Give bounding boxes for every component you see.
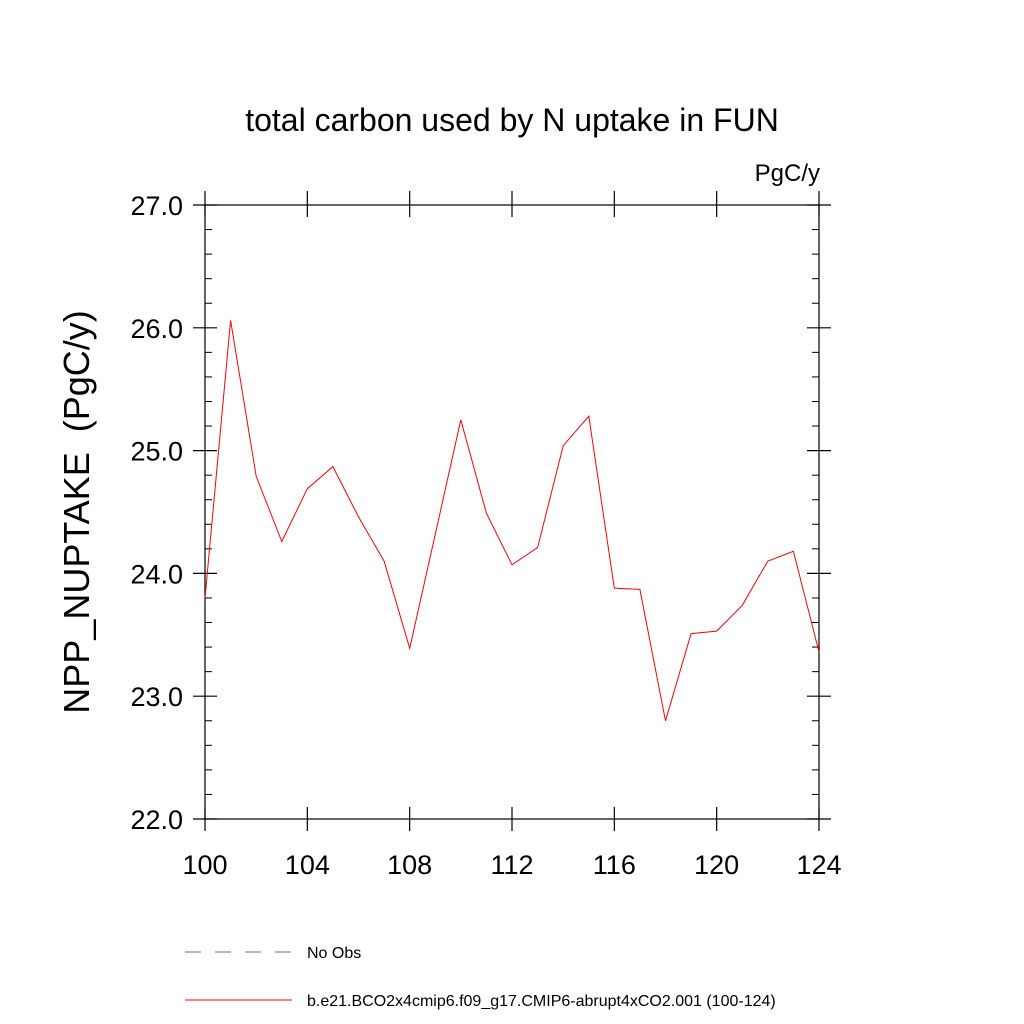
y-major-ticks [193,204,831,820]
y-minor-ticks [205,229,819,795]
x-tick-label: 124 [796,850,841,880]
y-tick-label: 22.0 [130,805,183,835]
x-tick-label: 100 [182,850,227,880]
y-tick-label: 25.0 [130,437,183,467]
series-line [204,320,820,721]
x-tick-labels: 100 104 108 112 116 120 124 [182,850,841,880]
x-tick-label: 120 [694,850,739,880]
units-label: PgC/y [755,160,820,187]
x-major-ticks [204,191,820,831]
series-layer [204,320,820,721]
chart-title: total carbon used by N uptake in FUN [245,102,779,138]
plot-frame [204,204,820,820]
y-tick-labels: 22.0 23.0 24.0 25.0 26.0 27.0 [130,191,183,835]
legend-label-no-obs: No Obs [307,945,361,962]
y-tick-label: 26.0 [130,314,183,344]
y-tick-label: 27.0 [130,191,183,221]
legend-label-series: b.e21.BCO2x4cmip6.f09_g17.CMIP6-abrupt4x… [307,993,776,1010]
y-tick-label: 23.0 [130,682,183,712]
x-tick-label: 108 [387,850,432,880]
x-tick-label: 104 [285,850,330,880]
x-tick-label: 112 [490,850,533,880]
y-axis-label: NPP_NUPTAKE (PgC/y) [56,310,97,713]
y-tick-label: 24.0 [130,559,183,589]
x-tick-label: 116 [593,850,636,880]
legend: No Obs b.e21.BCO2x4cmip6.f09_g17.CMIP6-a… [185,945,776,1010]
